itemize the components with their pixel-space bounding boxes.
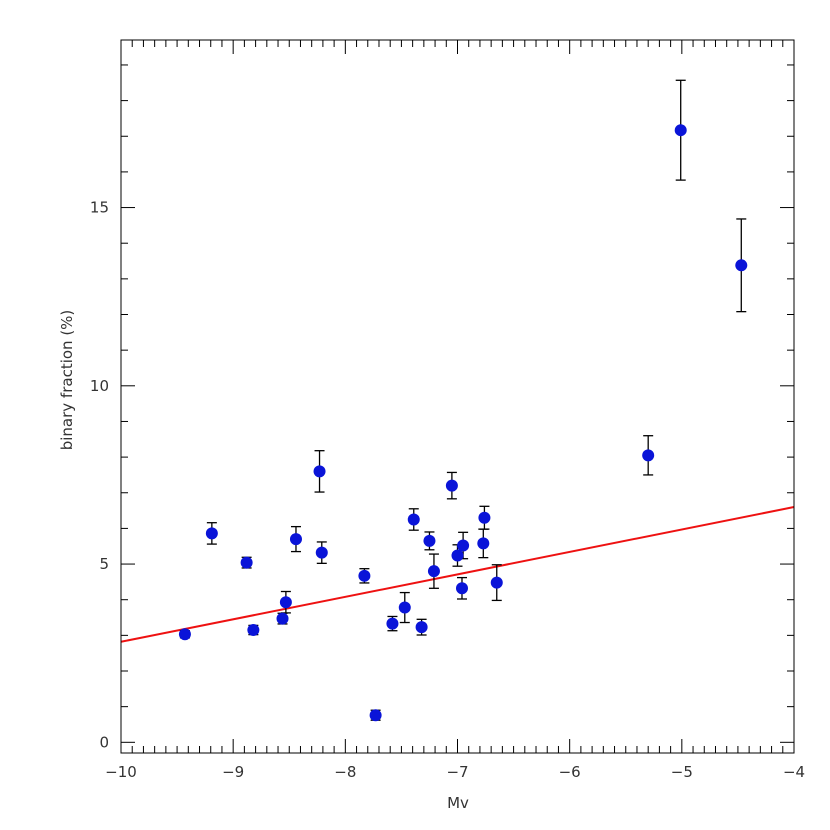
data-point xyxy=(358,569,371,582)
x-tick-label: −9 xyxy=(222,763,244,781)
x-tick-label: −6 xyxy=(559,763,581,781)
data-point xyxy=(445,479,458,492)
data-point xyxy=(279,596,292,609)
error-bars-layer xyxy=(179,79,747,721)
y-tick-label: 15 xyxy=(90,199,109,217)
y-tick-label: 0 xyxy=(99,733,109,751)
x-tick-label: −5 xyxy=(671,763,693,781)
data-points-layer xyxy=(178,124,748,722)
data-point xyxy=(642,449,655,462)
fit-line xyxy=(120,506,795,643)
data-point xyxy=(205,527,218,540)
data-point xyxy=(490,576,503,589)
y-axis-label: binary fraction (%) xyxy=(58,310,76,451)
data-point xyxy=(415,621,428,634)
fit-line-layer xyxy=(120,506,795,643)
x-tick-label: −8 xyxy=(334,763,356,781)
y-tick-label: 5 xyxy=(99,555,109,573)
data-point xyxy=(315,546,328,559)
data-point xyxy=(289,533,302,546)
data-point xyxy=(407,513,420,526)
data-point xyxy=(674,124,687,137)
x-tick-label: −10 xyxy=(105,763,137,781)
data-point xyxy=(427,565,440,578)
data-point xyxy=(313,465,326,478)
x-tick-label: −7 xyxy=(446,763,468,781)
data-point xyxy=(423,534,436,547)
x-axis-label: Mv xyxy=(447,794,469,812)
plot-frame xyxy=(120,39,795,754)
data-point xyxy=(457,539,470,552)
axes-layer: −10 −9 −8 −7 −6 −5 −4 0 5 10 15 xyxy=(90,39,805,781)
data-point xyxy=(178,628,191,641)
data-point xyxy=(240,556,253,569)
data-point xyxy=(247,624,260,637)
data-point xyxy=(386,617,399,630)
x-tick-label: −4 xyxy=(783,763,805,781)
data-point xyxy=(451,549,464,562)
data-point xyxy=(398,601,411,614)
y-tick-label: 10 xyxy=(90,377,109,395)
data-point xyxy=(276,612,289,625)
data-point xyxy=(735,259,748,272)
data-point xyxy=(369,709,382,722)
data-point xyxy=(478,511,491,524)
data-point xyxy=(477,537,490,550)
data-point xyxy=(455,582,468,595)
